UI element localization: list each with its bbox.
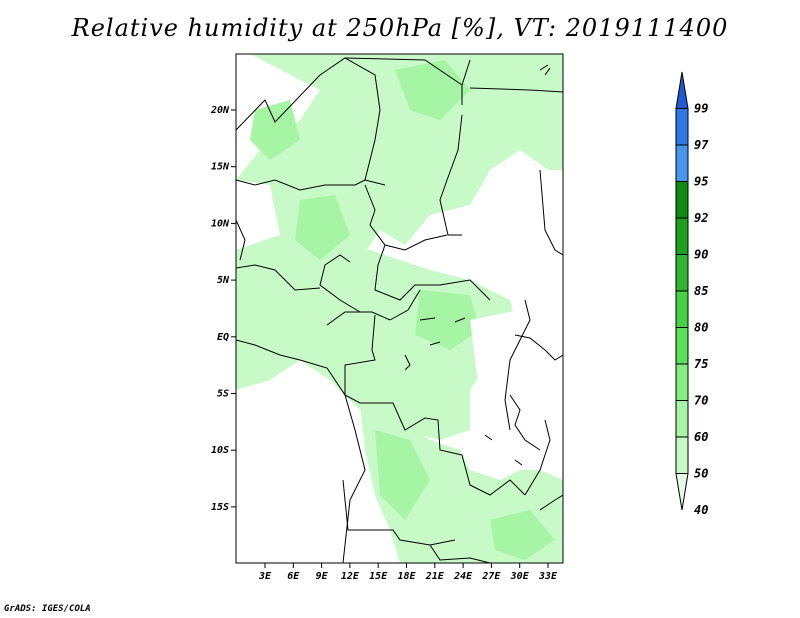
lon-label: 30E [510,571,530,582]
dry-gap-1 [470,310,545,420]
latitude-axis: 20N 15N 10N 5N EQ 5S 10S 15S [210,105,236,513]
lat-label: 10N [211,218,230,229]
colorbar-label: 50 [694,467,708,481]
humidity-region-west [236,265,310,390]
colorbar-label: 75 [694,357,708,371]
lon-label: 12E [341,571,360,582]
lon-label: 15E [369,571,388,582]
humidity-core-1 [395,60,470,120]
lon-label: 6E [287,571,300,582]
lat-label: 10S [211,445,229,456]
humidity-core-4 [375,430,430,520]
colorbar-label: 97 [694,138,709,152]
colorbar-label: 40 [694,503,708,517]
colorbar-swatch [675,290,689,328]
colorbar-label: 70 [694,394,708,408]
lon-label: 18E [397,571,416,582]
humidity-shading [236,54,563,563]
dry-gap-4 [236,180,280,250]
colorbar-label: 90 [694,248,708,262]
colorbar-swatch [675,108,689,146]
map-title: Relative humidity at 250hPa [%], VT: 201… [71,14,729,42]
lon-label: 27E [481,571,501,582]
lon-label: 21E [425,571,445,582]
colorbar-top-arrow [675,71,689,109]
humidity-core-6 [250,100,300,160]
colorbar-swatch [675,363,689,401]
colorbar-swatch [675,400,689,438]
lon-label: 24E [453,571,473,582]
colorbar-label: 95 [694,175,708,189]
country-borders [236,57,563,563]
credit-text: GrADS: IGES/COLA [4,604,91,614]
colorbar-swatch [675,144,689,182]
humidity-core-5 [490,510,555,560]
plot-frame [235,53,564,564]
colorbar-label: 80 [694,321,708,335]
colorbar-label: 92 [694,211,708,225]
colorbar-swatch [675,217,689,255]
lat-label: 15N [211,162,230,173]
lat-label: 5N [217,275,230,286]
lon-label: 33E [538,571,558,582]
colorbar-label: 60 [694,430,708,444]
colorbar-bottom-arrow [675,473,689,511]
colorbar-label: 85 [694,284,708,298]
colorbar: 99 97 95 92 90 85 80 75 70 60 50 40 [675,71,709,517]
lat-label: 20N [210,105,230,116]
lon-label: 3E [258,571,272,582]
dry-gap-3 [500,170,563,300]
colorbar-swatch [675,254,689,292]
colorbar-swatch [675,327,689,365]
lat-label: EQ [217,332,229,343]
lat-label: 15S [211,502,229,513]
longitude-axis: 3E 6E 9E 12E 15E 18E 21E 24E 27E 30E 33E [258,563,558,582]
lon-label: 9E [316,571,329,582]
humidity-core-3 [415,290,480,350]
colorbar-swatch [675,181,689,219]
lat-label: 5S [217,389,229,400]
dry-gap-2 [236,380,345,563]
humidity-region-central [236,240,520,440]
colorbar-swatch [675,436,689,474]
humidity-core-2 [295,195,350,260]
colorbar-label: 99 [694,102,708,116]
